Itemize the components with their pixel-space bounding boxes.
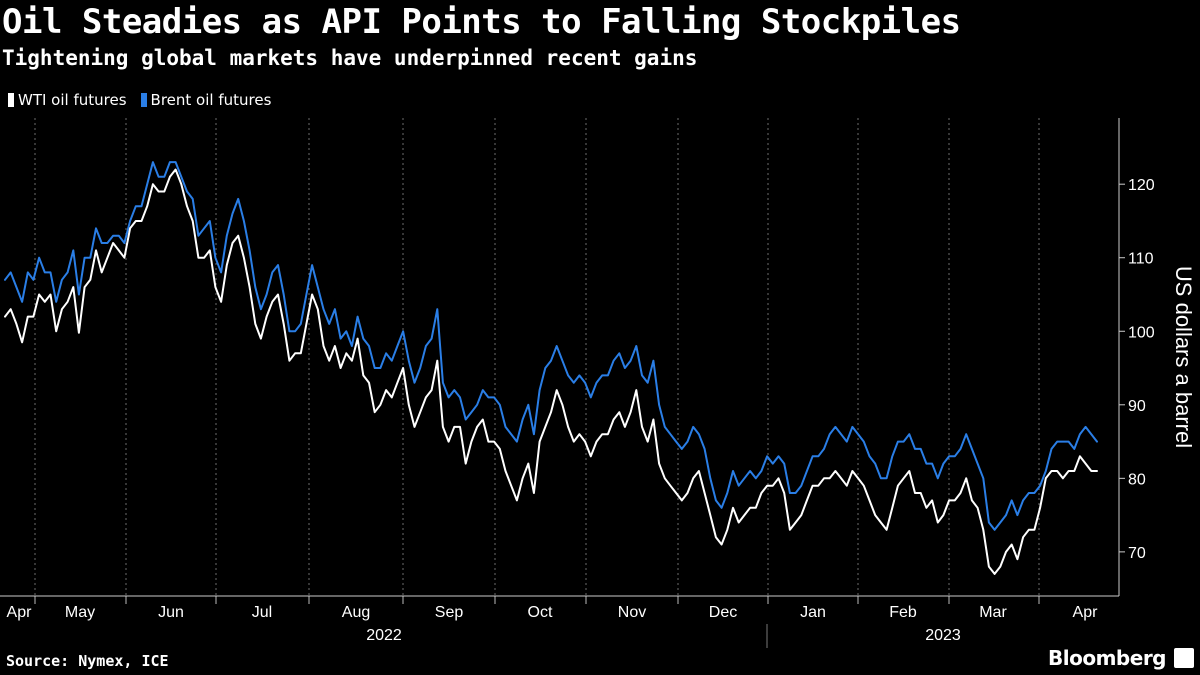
- y-tick-label-1: 80: [1128, 471, 1146, 488]
- source-note: Source: Nymex, ICE: [6, 652, 169, 670]
- x-tick-label-5: Sep: [435, 604, 464, 621]
- y-tick-label-4: 110: [1128, 251, 1154, 268]
- legend-swatch-brent: [140, 93, 147, 107]
- series-line-wti: [4, 168, 1098, 575]
- legend-label-brent: Brent oil futures: [150, 91, 272, 109]
- x-tick-label-1: May: [65, 604, 95, 621]
- x-tick-label-4: Aug: [342, 604, 370, 621]
- bloomberg-logo: Bloomberg: [1048, 646, 1166, 670]
- y-tick-label-0: 70: [1128, 545, 1146, 562]
- chart-title: Oil Steadies as API Points to Falling St…: [2, 2, 961, 42]
- y-tick-label-5: 120: [1128, 177, 1155, 194]
- x-tick-label-6: Oct: [528, 604, 553, 621]
- x-tick-label-9: Jan: [800, 604, 826, 621]
- x-tick-label-11: Mar: [979, 604, 1007, 621]
- year-label-0: 2022: [366, 627, 402, 644]
- y-tick-label-3: 100: [1128, 324, 1155, 341]
- legend-item-brent: Brent oil futures: [140, 91, 272, 109]
- series-line-brent: [4, 161, 1098, 531]
- bloomberg-chart-icon: [1174, 648, 1194, 668]
- x-tick-label-10: Feb: [889, 604, 917, 621]
- legend-item-wti: WTI oil futures: [8, 91, 127, 109]
- x-tick-label-12: Apr: [1073, 604, 1099, 621]
- year-label-1: 2023: [925, 627, 961, 644]
- x-tick-label-2: Jun: [158, 604, 184, 621]
- x-tick-label-3: Jul: [252, 604, 272, 621]
- legend: WTI oil futures Brent oil futures: [8, 91, 271, 109]
- x-tick-label-8: Dec: [709, 604, 737, 621]
- legend-swatch-wti: [8, 93, 14, 107]
- x-tick-label-7: Nov: [618, 604, 646, 621]
- y-tick-label-2: 90: [1128, 398, 1146, 415]
- y-axis-label: US dollars a barrel: [1171, 266, 1196, 448]
- x-tick-label-0: Apr: [7, 604, 33, 621]
- chart-subtitle: Tightening global markets have underpinn…: [2, 46, 698, 70]
- legend-label-wti: WTI oil futures: [18, 91, 127, 109]
